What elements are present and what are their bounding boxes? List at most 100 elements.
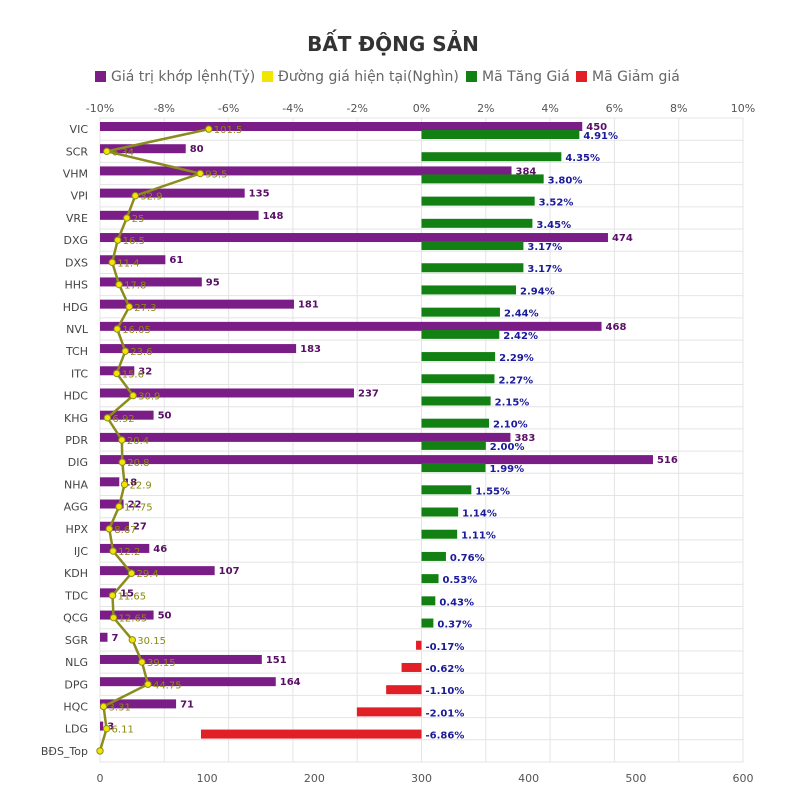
value-bar-label: 50: [158, 611, 172, 622]
price-point-label: 44.75: [153, 680, 182, 691]
value-bar: [100, 388, 354, 398]
price-point: [121, 347, 129, 355]
value-bar-label: 32: [138, 366, 152, 377]
value-bar-label: 181: [298, 300, 319, 311]
price-point-label: 20.8: [127, 458, 149, 469]
value-bar: [100, 210, 259, 220]
price-point-label: 3.31: [109, 702, 131, 713]
percent-bars: 4.91% 4.35% 3.80% 3.52% 3.45% 3.17% 3.17% 2.94%…: [200, 130, 618, 742]
decrease-bar: [356, 707, 422, 717]
value-bar: [100, 122, 583, 131]
category-label: TCH: [65, 345, 88, 358]
price-point: [129, 391, 137, 400]
value-bar-label: 15: [120, 588, 134, 599]
category-label: VHM: [63, 168, 88, 181]
price-point: [96, 747, 104, 755]
increase-bar: [421, 618, 434, 628]
increase-bar: [421, 174, 544, 184]
value-bar-label: 135: [249, 189, 270, 200]
price-point: [108, 258, 116, 267]
price-point: [120, 480, 129, 489]
value-bar: [100, 455, 653, 465]
value-bar: [100, 610, 154, 620]
decrease-bar: [416, 640, 422, 650]
percent-bar-label: 2.00%: [490, 442, 525, 453]
price-point: [99, 702, 108, 711]
top-tick-label: 2%: [477, 102, 494, 115]
increase-bar: [421, 485, 472, 495]
percent-bar-label: 3.80%: [548, 175, 583, 186]
decrease-bar: [401, 662, 422, 672]
legend-label: Mã Tăng Giá: [482, 69, 570, 85]
price-point: [144, 680, 152, 688]
legend-swatch: [576, 71, 587, 82]
percent-bar-label: -6.86%: [426, 731, 465, 742]
price-point-label: 30.9: [138, 392, 160, 403]
price-point-label: 8.67: [114, 525, 136, 536]
category-label: SCR: [66, 145, 89, 158]
price-point-label: 16.05: [122, 325, 151, 336]
bottom-tick-label: 100: [197, 772, 218, 785]
percent-bar-label: 1.99%: [489, 464, 524, 475]
category-label: VRE: [66, 212, 88, 225]
category-label: HPX: [66, 523, 89, 536]
decrease-bar: [386, 685, 422, 695]
percent-bar-label: 2.44%: [504, 309, 539, 320]
percent-bar-label: 0.76%: [450, 553, 485, 564]
value-bar-label: 237: [358, 388, 379, 399]
price-point-label: 6.92: [112, 414, 134, 425]
value-bar-label: 61: [169, 255, 183, 266]
value-bar: [100, 321, 602, 331]
value-bar: [100, 166, 512, 176]
increase-bar: [421, 307, 500, 317]
percent-bar-label: 2.29%: [499, 353, 534, 364]
value-bar-label: 50: [158, 411, 172, 422]
increase-bar: [421, 529, 458, 539]
percent-bar-label: -1.10%: [426, 686, 465, 697]
percent-bar-label: 2.15%: [495, 397, 530, 408]
legend-swatch: [95, 71, 106, 82]
value-bar: [100, 588, 117, 598]
price-point-label: 11.65: [117, 591, 146, 602]
price-point: [128, 636, 137, 644]
grid: [99, 117, 744, 763]
value-bar: [100, 344, 297, 354]
value-bar: [100, 410, 154, 420]
value-bar: [100, 277, 202, 287]
price-point-label: 22.9: [130, 480, 152, 491]
value-bar-label: 18: [123, 477, 137, 488]
price-point-label: 39.15: [147, 658, 176, 669]
legend: Giá trị khớp lệnh(Tỷ) Đường giá hiện tại(…: [95, 69, 680, 85]
increase-bar: [421, 329, 500, 339]
value-bar: [100, 677, 276, 687]
legend-label: Mã Giảm giá: [592, 69, 680, 85]
price-point: [113, 236, 122, 244]
price-point: [127, 569, 136, 577]
price-point: [105, 525, 113, 533]
value-bar-label: 148: [263, 211, 284, 222]
category-label: QCG: [63, 612, 88, 625]
top-tick-label: -4%: [282, 102, 303, 115]
category-label: TDC: [64, 589, 88, 602]
increase-bar: [421, 396, 491, 406]
percent-bar-label: 3.52%: [539, 198, 574, 209]
price-point: [115, 502, 123, 511]
category-label: AGG: [64, 501, 88, 514]
price-point: [103, 414, 112, 422]
legend-label: Giá trị khớp lệnh(Tỷ): [111, 69, 255, 85]
price-point: [196, 169, 204, 178]
increase-bar: [421, 152, 562, 162]
category-label: HQC: [63, 700, 88, 713]
price-point: [118, 458, 126, 466]
category-axis: VIC SCR VHM VPI VRE DXG DXS HHS HDG NVL TCH ITC HDC K…: [41, 123, 89, 758]
price-line: 101.5 6.34 93.5 32.9 25 16.5 11.4 17.8 27.3 16.05…: [96, 125, 242, 755]
bottom-tick-label: 400: [518, 772, 539, 785]
top-tick-label: -10%: [86, 102, 114, 115]
value-bar-label: 516: [657, 455, 678, 466]
value-bar: [100, 144, 186, 154]
price-point-label: 25: [132, 214, 145, 225]
price-point: [205, 125, 213, 133]
value-bars: 4508038413514847461951814681833223750383…: [100, 122, 678, 733]
price-point-label: 29.4: [137, 569, 159, 580]
value-bar-label: 384: [516, 166, 537, 177]
